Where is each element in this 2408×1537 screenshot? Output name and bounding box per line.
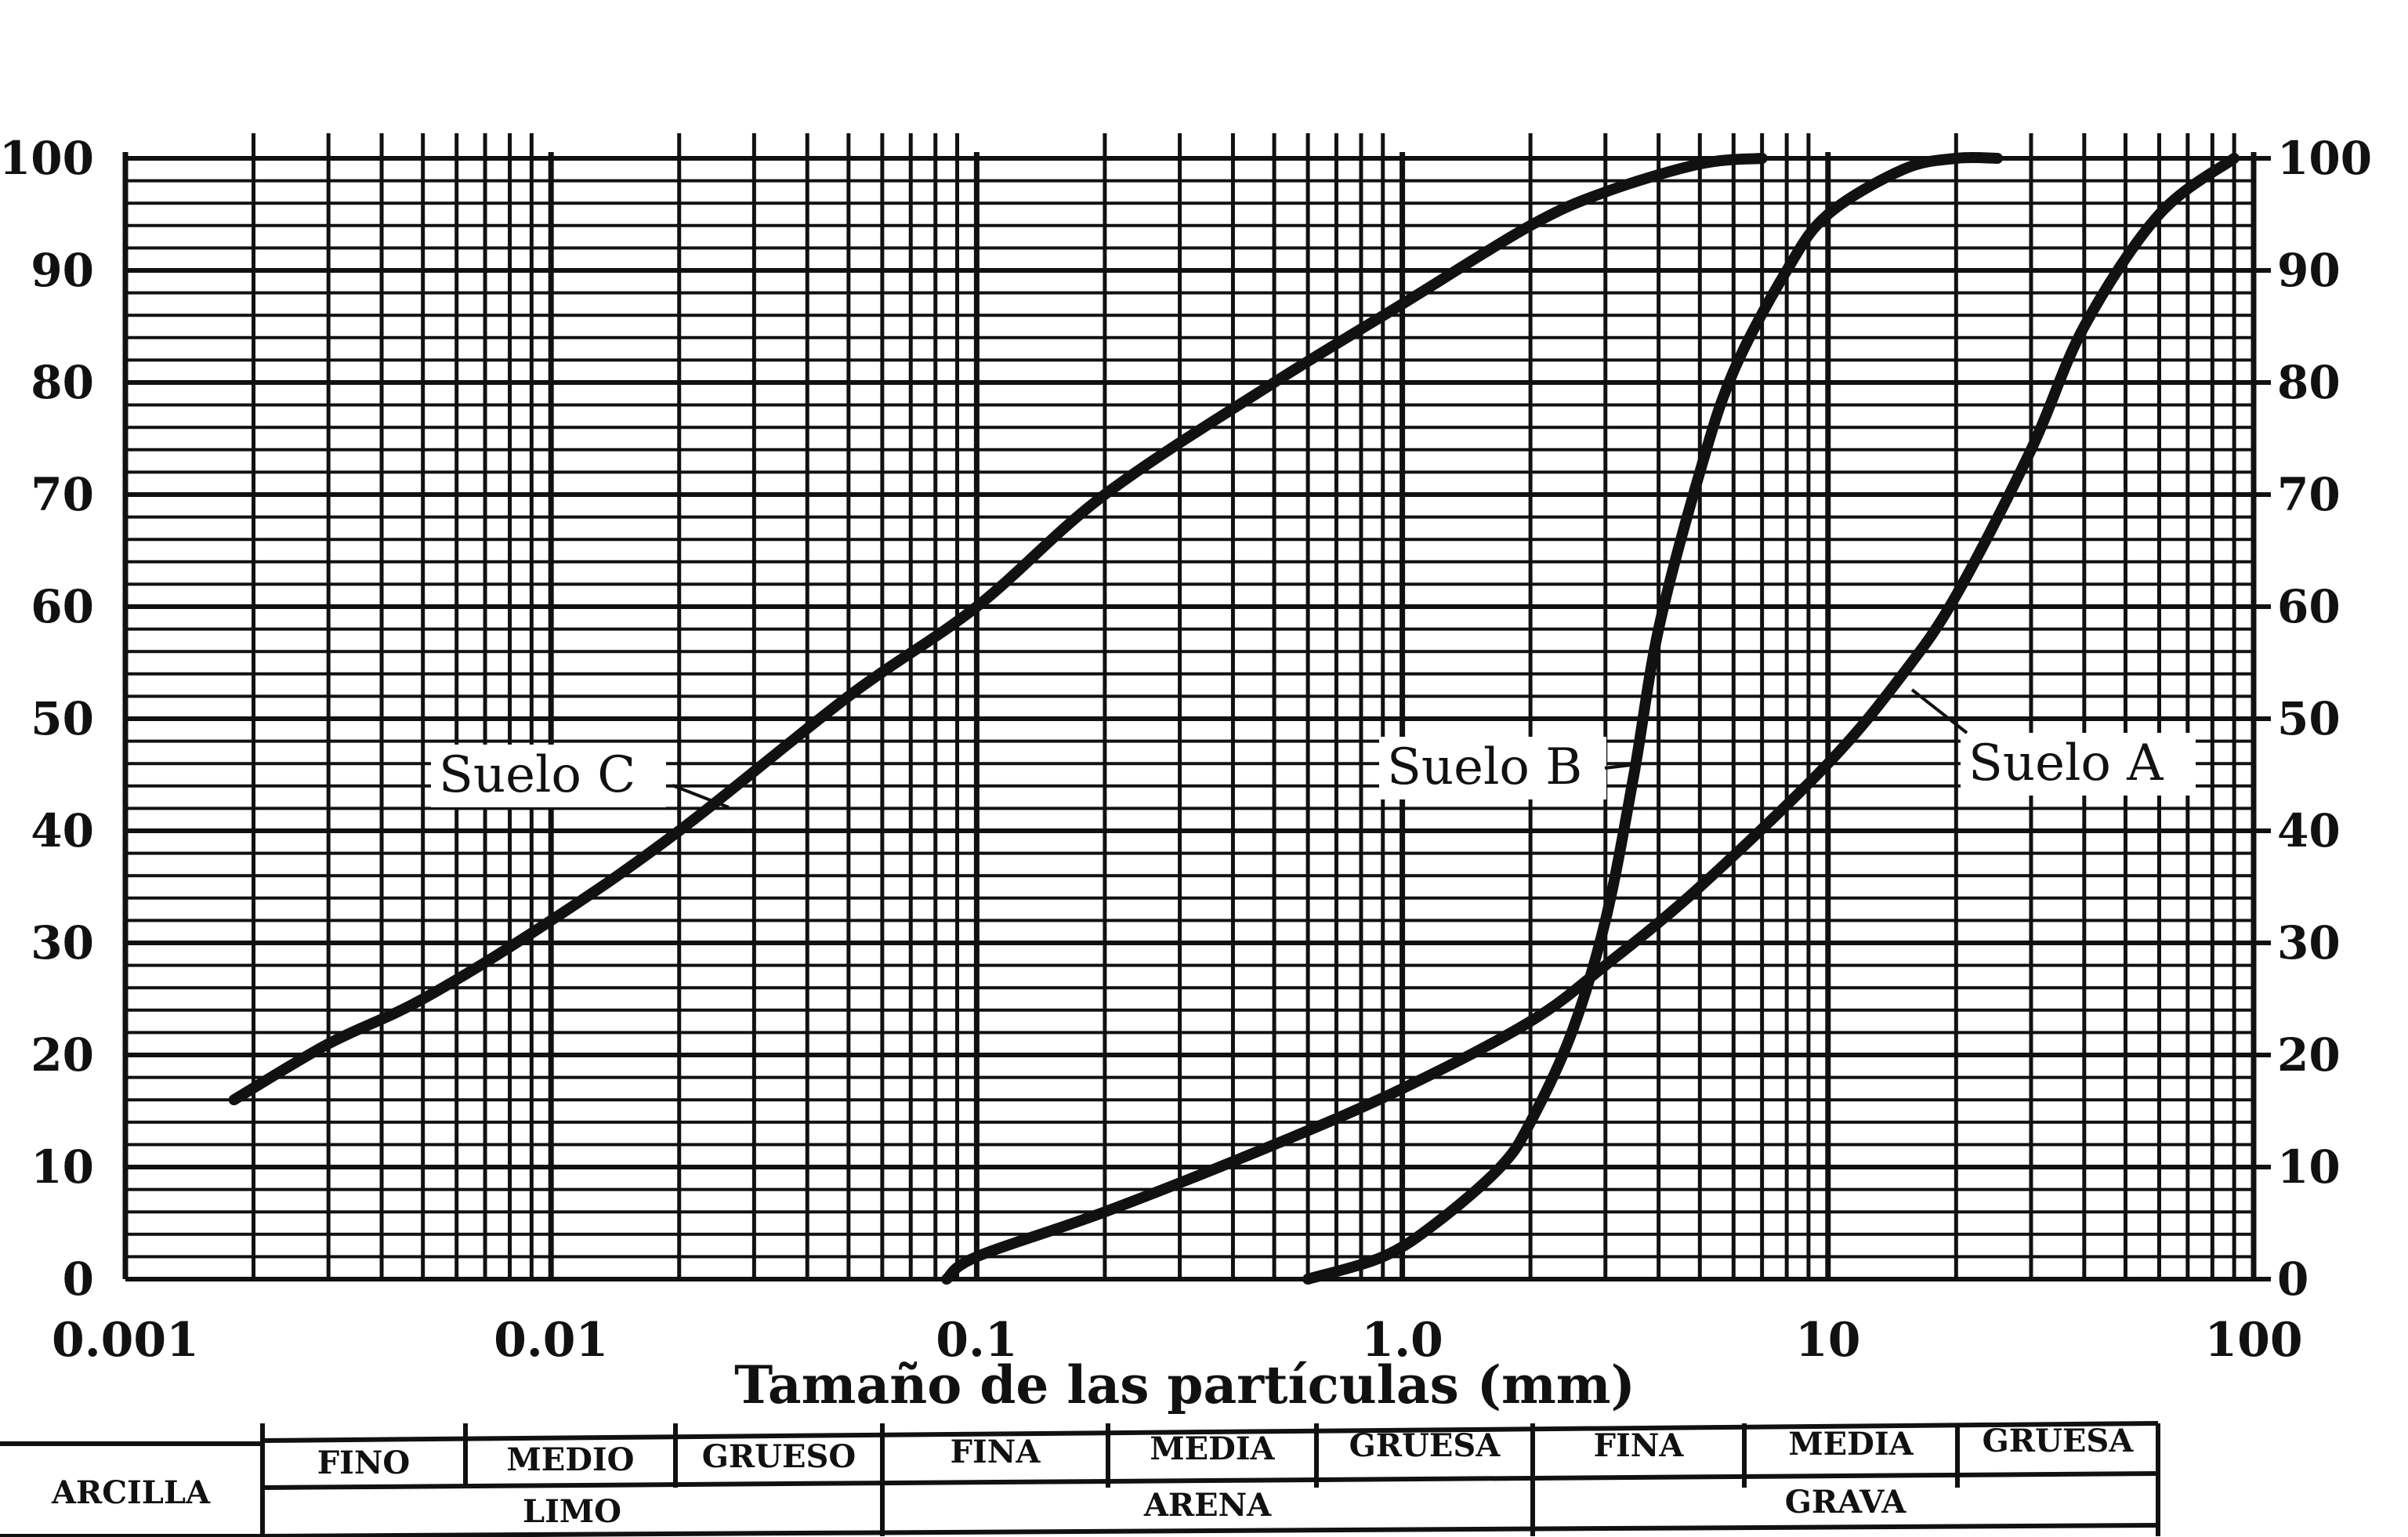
cls-grava: GRAVA (1785, 1484, 1906, 1521)
y-tick-right-8: 80 (2277, 356, 2341, 409)
y-tick-left-8: 80 (31, 356, 94, 409)
series-label-bg-a (1961, 733, 2196, 796)
y-tick-left-9: 90 (31, 244, 94, 297)
cls-grava-fina: FINA (1594, 1427, 1685, 1464)
series-label-bg-b (1379, 737, 1606, 799)
y-tick-right-4: 40 (2277, 804, 2341, 857)
y-tick-right-9: 90 (2277, 244, 2341, 297)
cls-grava-gruesa: GRUESA (1983, 1423, 2135, 1459)
y-tick-right-2: 20 (2277, 1028, 2341, 1082)
y-tick-right-6: 60 (2277, 580, 2341, 633)
y-tick-left-7: 70 (31, 468, 94, 521)
y-tick-right-10: 100 (2277, 132, 2372, 185)
cls-arena: ARENA (1143, 1487, 1272, 1524)
cls-limo-grueso: GRUESO (702, 1438, 856, 1475)
series-labels: Suelo C Suelo B Suelo A (431, 688, 2196, 809)
cls-limo: LIMO (523, 1493, 621, 1530)
cls-arcilla: ARCILLA (51, 1474, 211, 1511)
cls-grava-media: MEDIA (1788, 1426, 1914, 1463)
y-tick-left-1: 10 (31, 1140, 94, 1194)
x-tick-0: 0.001 (52, 1313, 199, 1368)
x-axis: 0.001 0.01 0.1 1.0 10 100 (52, 1313, 2303, 1368)
x-tick-5: 100 (2204, 1313, 2302, 1368)
series-label-a: Suelo A (1968, 734, 2164, 792)
series-label-leader-c (672, 784, 730, 809)
y-tick-right-3: 30 (2277, 916, 2341, 970)
series-group (228, 151, 2240, 1285)
cls-border (262, 1523, 2159, 1537)
cls-limo-fino: FINO (317, 1445, 411, 1481)
cls-border (262, 1471, 2159, 1490)
x-tick-4: 10 (1795, 1313, 1861, 1368)
y-tick-left-4: 40 (31, 804, 94, 857)
x-tick-1: 0.01 (494, 1313, 608, 1368)
series-label-c: Suelo C (439, 746, 635, 804)
x-tick-2: 0.1 (936, 1313, 1017, 1368)
y-tick-right-0: 0 (2277, 1252, 2308, 1306)
y-tick-right-1: 10 (2277, 1140, 2341, 1194)
cls-border (262, 1421, 2159, 1443)
series-label-leader-a (1910, 688, 1968, 734)
soil-classification-table: ARCILLA FINO MEDIO GRUESO FINA MEDIA GRU… (0, 1421, 2160, 1537)
cls-limo-medio: MEDIO (506, 1441, 634, 1478)
y-tick-left-3: 30 (31, 916, 94, 970)
y-tick-left-2: 20 (31, 1028, 94, 1082)
y-tick-left-10: 100 (0, 132, 94, 185)
series-suelo-a (941, 153, 2240, 1285)
series-suelo-c (228, 153, 1768, 1106)
y-axis-left: 0 10 20 30 40 50 60 70 80 90 100 (0, 132, 94, 1306)
y-tick-left-6: 60 (31, 580, 94, 633)
y-axis-right: 0 10 20 30 40 50 60 70 80 90 100 (2277, 132, 2372, 1306)
classification-borders (0, 1421, 2160, 1537)
y-tick-right-5: 50 (2277, 692, 2341, 745)
y-tick-right-7: 70 (2277, 468, 2341, 521)
y-tick-left-5: 50 (31, 692, 94, 745)
series-label-b: Suelo B (1387, 738, 1582, 796)
series-label-leader-b (1604, 763, 1639, 770)
chart-grid (122, 133, 2271, 1281)
series-suelo-b (1302, 151, 2003, 1285)
x-axis-label: Tamaño de las partículas (mm) (734, 1354, 1635, 1416)
cls-arena-media: MEDIA (1150, 1430, 1275, 1467)
series-label-bg-c (431, 745, 666, 807)
cls-arena-fina: FINA (951, 1434, 1041, 1470)
cls-arena-gruesa: GRUESA (1349, 1427, 1501, 1464)
x-tick-3: 1.0 (1361, 1313, 1443, 1368)
y-tick-left-0: 0 (63, 1252, 94, 1306)
